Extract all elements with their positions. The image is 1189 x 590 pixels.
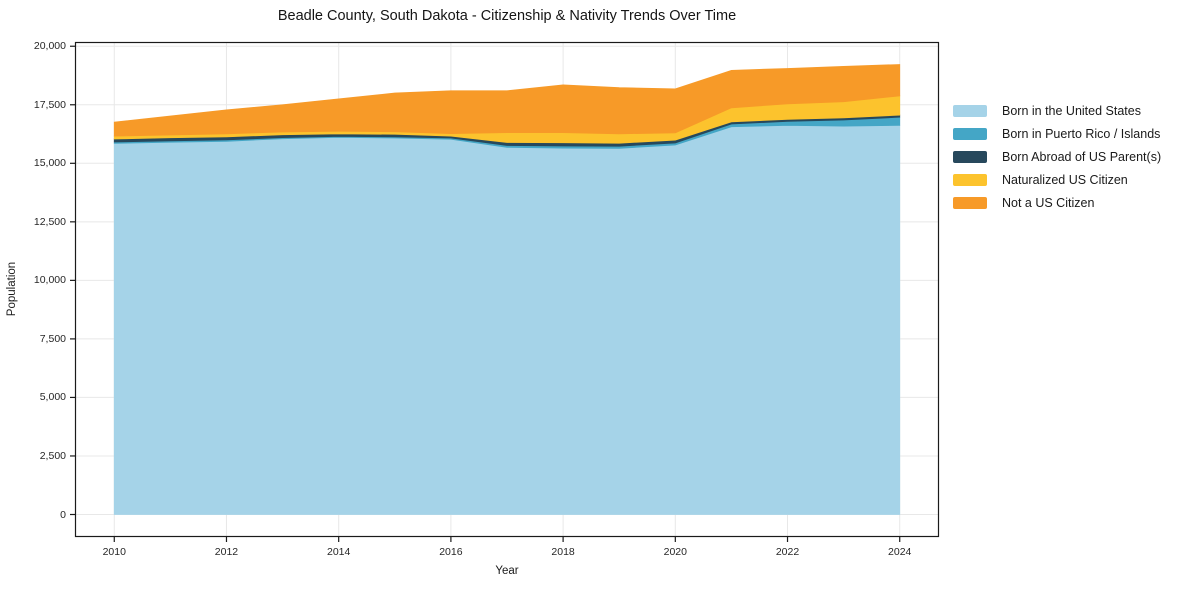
legend-label: Born in Puerto Rico / Islands — [1002, 126, 1161, 141]
y-tick-label: 0 — [60, 508, 66, 521]
x-tick-label: 2016 — [439, 546, 463, 558]
legend-item: Naturalized US Citizen — [953, 172, 1161, 187]
legend-item: Born Abroad of US Parent(s) — [953, 149, 1162, 164]
y-tick-label: 2,500 — [39, 449, 66, 462]
x-axis-title: Year — [495, 565, 519, 577]
legend-swatch — [953, 127, 987, 140]
y-tick-label: 12,500 — [33, 215, 66, 228]
y-tick-label: 5,000 — [39, 391, 66, 404]
legend-item: Not a US Citizen — [953, 195, 1161, 210]
y-tick-label: 20,000 — [33, 40, 66, 53]
legend-swatch — [953, 196, 987, 209]
x-tick-label: 2020 — [663, 546, 687, 558]
plot-border — [74, 41, 940, 538]
x-tick-label: 2018 — [551, 546, 575, 558]
legend-label: Born in the United States — [1002, 103, 1141, 118]
legend-swatch — [953, 104, 987, 117]
legend: Born in the United States Born in Puerto … — [953, 103, 1162, 210]
x-tick-label: 2024 — [888, 546, 912, 558]
y-tick-label: 17,500 — [33, 98, 66, 111]
legend-swatch — [953, 173, 987, 186]
legend-label: Born Abroad of US Parent(s) — [1002, 149, 1162, 164]
x-tick-label: 2012 — [214, 546, 239, 558]
y-tick-label: 7,500 — [39, 332, 66, 345]
area-series — [113, 124, 901, 515]
chart-canvas — [70, 41, 940, 542]
legend-label: Not a US Citizen — [1002, 195, 1095, 210]
legend-label: Naturalized US Citizen — [1002, 172, 1128, 187]
y-tick-label: 10,000 — [33, 274, 66, 287]
legend-swatch — [953, 150, 987, 163]
legend-item: Born in the United States — [953, 103, 1161, 118]
area-series — [113, 64, 901, 137]
y-tick-label: 15,000 — [33, 157, 66, 170]
chart-title: Beadle County, South Dakota - Citizenshi… — [277, 8, 737, 24]
plot-area — [70, 41, 940, 542]
x-tick-label: 2010 — [102, 546, 126, 558]
x-tick-label: 2014 — [327, 546, 351, 558]
legend-item: Born in Puerto Rico / Islands — [953, 126, 1161, 141]
y-axis-title: Population — [6, 261, 18, 317]
x-tick-label: 2022 — [775, 546, 800, 558]
